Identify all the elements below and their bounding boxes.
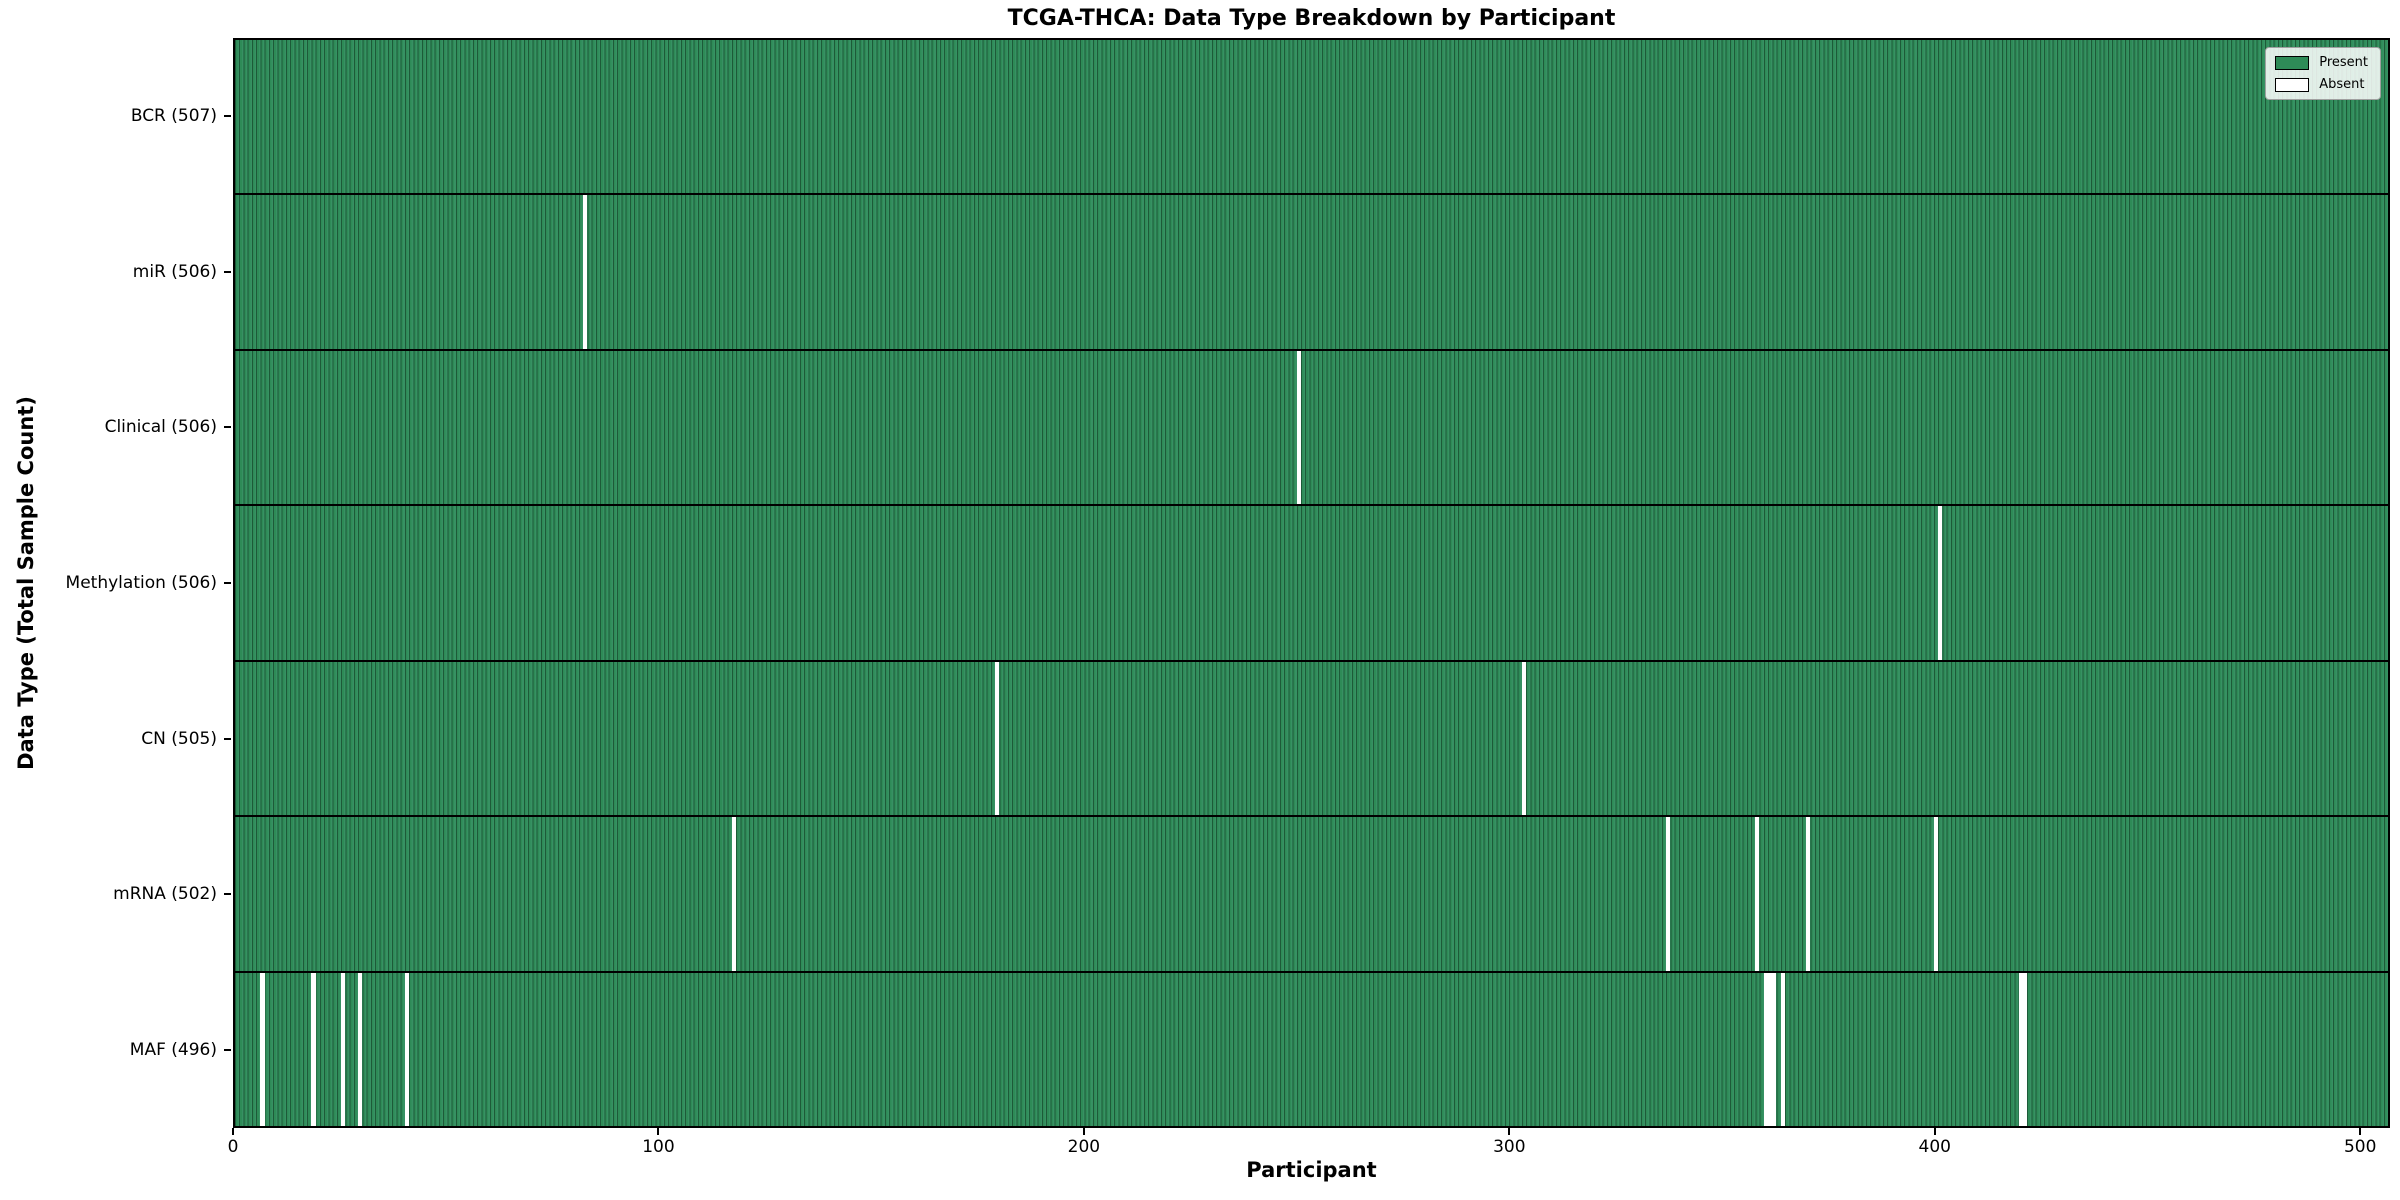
y-tick-mark xyxy=(224,426,231,429)
chart-title: TCGA-THCA: Data Type Breakdown by Partic… xyxy=(1007,6,1616,31)
data-type-row-maf xyxy=(235,972,2388,1126)
absent-stripe xyxy=(1933,817,1938,971)
legend: Present Absent xyxy=(2265,47,2381,100)
y-tick-mark xyxy=(224,893,231,896)
absent-stripe xyxy=(731,817,737,971)
x-axis: 0 100 200 300 400 500 xyxy=(228,1128,2390,1168)
absent-stripe xyxy=(260,972,265,1126)
y-tick-label-bcr: BCR (507) xyxy=(130,105,217,126)
y-tick-mark xyxy=(224,737,231,740)
data-type-row-methylation xyxy=(235,506,2388,662)
absent-stripe xyxy=(341,972,346,1126)
absent-stripe xyxy=(2022,972,2028,1126)
plot-rows xyxy=(235,40,2388,1126)
absent-stripe xyxy=(1521,661,1526,816)
y-tick-mark xyxy=(224,582,231,584)
absent-stripe xyxy=(358,972,363,1126)
x-tick-label: 0 xyxy=(227,1137,239,1157)
data-type-row-mir xyxy=(235,195,2388,351)
x-tick-mark xyxy=(1082,1128,1085,1135)
x-tick-label: 300 xyxy=(1493,1137,1526,1157)
x-tick-label: 200 xyxy=(1067,1137,1101,1157)
legend-swatch-absent xyxy=(2275,77,2310,92)
x-tick-mark xyxy=(1933,1128,1936,1135)
y-tick-label-mrna: mRNA (502) xyxy=(113,884,217,905)
absent-stripe xyxy=(995,661,1000,816)
y-tick-label-clinical: Clinical (506) xyxy=(104,417,217,438)
x-tick-mark xyxy=(1508,1128,1511,1135)
y-tick-label-methylation: Methylation (506) xyxy=(65,573,217,593)
absent-stripe xyxy=(1763,972,1768,1126)
legend-label: Present xyxy=(2319,55,2368,70)
legend-swatch-present xyxy=(2275,55,2310,70)
y-tick-mark xyxy=(224,270,231,273)
absent-stripe xyxy=(1806,817,1811,971)
y-tick-label-mir: miR (506) xyxy=(132,261,217,282)
data-type-row-cn xyxy=(235,661,2388,818)
data-type-row-mrna xyxy=(235,817,2388,973)
legend-entry-present: Present xyxy=(2275,55,2368,70)
absent-stripe xyxy=(583,195,588,349)
x-tick-mark xyxy=(657,1128,660,1135)
x-axis-label: Participant xyxy=(1246,1158,1377,1182)
y-axis: BCR (507) miR (506) Clinical (506) Methylat… xyxy=(0,38,231,1128)
absent-stripe xyxy=(311,972,316,1126)
absent-stripe xyxy=(1755,817,1760,971)
x-tick-mark xyxy=(232,1128,234,1135)
absent-stripe xyxy=(1772,972,1777,1126)
y-tick-mark xyxy=(224,1049,231,1052)
legend-entry-absent: Absent xyxy=(2275,77,2368,92)
absent-stripe xyxy=(1666,817,1671,971)
x-tick-label: 100 xyxy=(642,1137,675,1157)
data-type-row-clinical xyxy=(235,350,2388,507)
axes: Present Absent xyxy=(233,38,2390,1128)
absent-stripe xyxy=(404,972,410,1126)
absent-stripe xyxy=(1296,350,1301,505)
y-tick-mark xyxy=(224,114,231,117)
x-tick-label: 400 xyxy=(1918,1137,1951,1157)
absent-stripe xyxy=(1780,972,1785,1126)
legend-label: Absent xyxy=(2319,77,2365,92)
data-type-row-bcr xyxy=(235,40,2388,196)
absent-stripe xyxy=(1937,506,1943,660)
absent-stripe xyxy=(1768,972,1773,1126)
absent-stripe xyxy=(2018,972,2023,1126)
x-tick-label: 500 xyxy=(2343,1137,2377,1157)
y-tick-label-cn: CN (505) xyxy=(141,728,217,749)
x-tick-mark xyxy=(2359,1128,2362,1135)
y-tick-label-maf: MAF (496) xyxy=(129,1040,217,1061)
